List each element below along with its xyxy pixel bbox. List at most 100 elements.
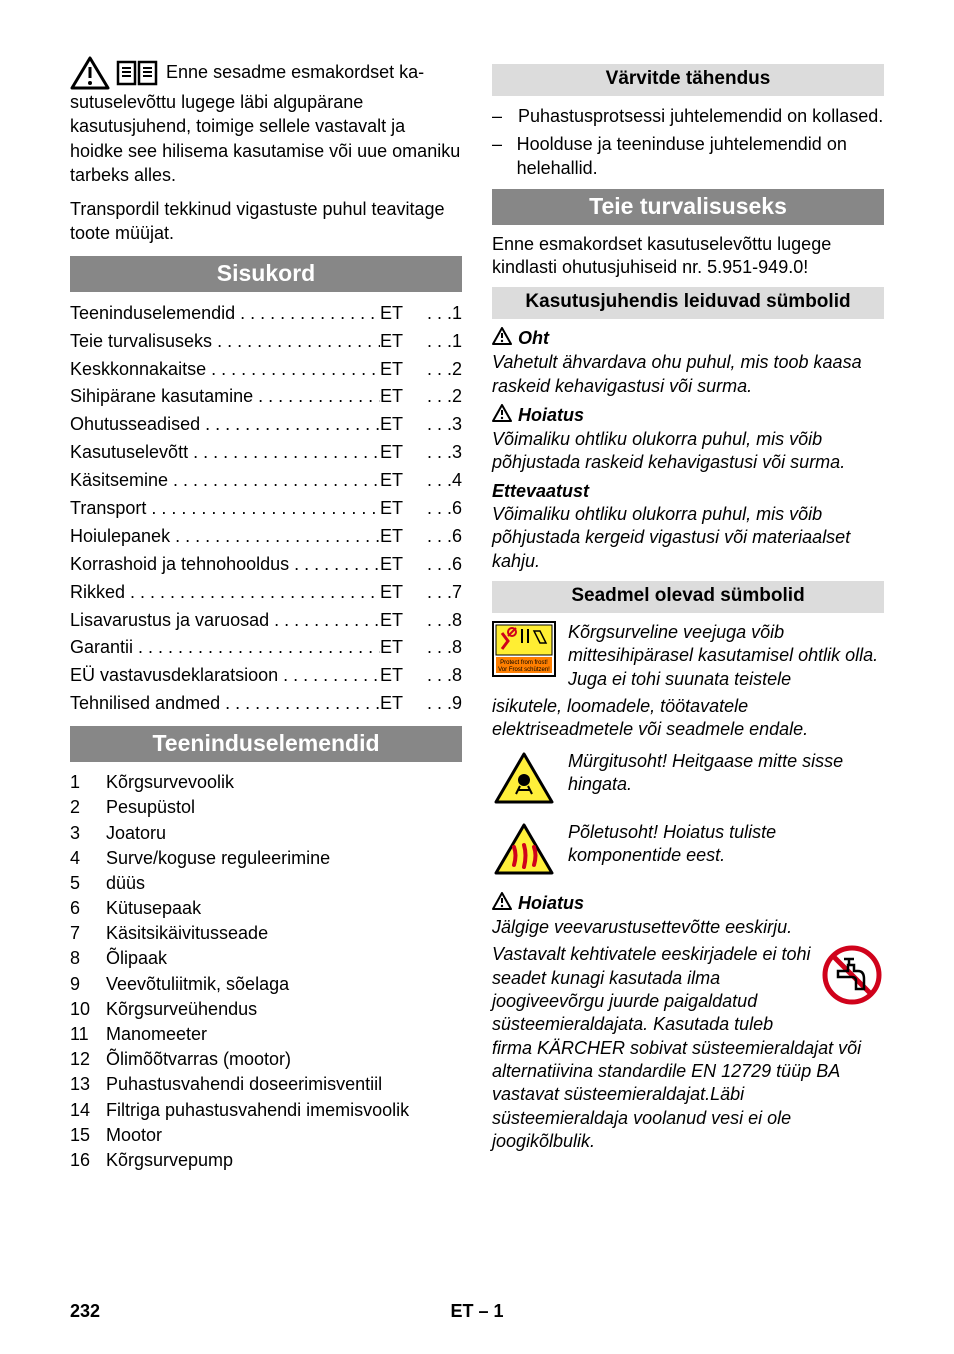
toc-label: Käsitsemine: [70, 467, 380, 495]
seadmel-symbolid-heading: Seadmel olevad sümbolid: [492, 581, 884, 613]
toc-et: ET: [380, 467, 416, 495]
symbol-group-label: Ettevaatust: [492, 481, 589, 502]
list-number: 12: [70, 1047, 92, 1072]
burn-warning-block: Põletusoht! Hoiatus tuliste komponentide…: [492, 821, 884, 882]
frost-warning-continue: isikutele, loomadele, töötavatele elektr…: [492, 695, 884, 742]
list-number: 4: [70, 846, 92, 871]
page-footer: 232 ET – 1: [70, 1301, 884, 1322]
frost-warning-text: Kõrgsurveline veejuga võib mittesihipära…: [568, 621, 884, 691]
safety-intro-text: Enne esmakordset kasutuselevõttu lugege …: [492, 233, 884, 280]
list-number: 14: [70, 1098, 92, 1123]
service-element-row: 5 düüs: [70, 871, 462, 896]
svg-text:Vor Frost schützen!: Vor Frost schützen!: [498, 667, 550, 673]
no-tap-icon: [822, 945, 882, 1011]
service-element-row: 14Filtriga puhastusvahendi imemisvoolik: [70, 1098, 462, 1123]
list-number: 9: [70, 972, 92, 997]
toc-row: KäsitsemineET. . .4: [70, 467, 462, 495]
list-number: 13: [70, 1072, 92, 1097]
symbol-group-body: Võimaliku ohtliku olukorra puhul, mis võ…: [492, 503, 884, 573]
toc-page: . . .6: [416, 551, 462, 579]
warning-triangle-icon: [492, 327, 512, 350]
toc-label: Hoiulepanek: [70, 523, 380, 551]
toc-et: ET: [380, 523, 416, 551]
toc-row: Tehnilised andmedET. . .9: [70, 690, 462, 718]
warning-triangle-icon: [492, 892, 512, 915]
toc-row: KeskkonnakaitseET. . .2: [70, 356, 462, 384]
frost-label-icon: Protect from frost! Vor Frost schützen!: [492, 621, 556, 682]
list-number: 3: [70, 821, 92, 846]
list-item-text: Puhastusvahendi doseerimisventiil: [106, 1072, 382, 1097]
toc-page: . . .3: [416, 439, 462, 467]
service-element-row: 10 Kõrgsurveühendus: [70, 997, 462, 1022]
toc-label: Teeninduselemendid: [70, 300, 380, 328]
symbol-group-body: Võimaliku ohtliku olukorra puhul, mis võ…: [492, 428, 884, 475]
svg-text:Protect from frost!: Protect from frost!: [500, 660, 548, 666]
toc-et: ET: [380, 634, 416, 662]
toc-page: . . .3: [416, 411, 462, 439]
dash-item-text: Puhastusprotsessi juhtelemendid on kolla…: [518, 104, 883, 128]
toc-label: Garantii: [70, 634, 380, 662]
service-element-row: 13 Puhastusvahendi doseerimisventiil: [70, 1072, 462, 1097]
poison-triangle-icon: [492, 750, 556, 811]
color-meaning-list: –Puhastusprotsessi juhtelemendid on koll…: [492, 104, 884, 181]
list-number: 5: [70, 871, 92, 896]
manual-symbols-groups: OhtVahetult ähvardava ohu puhul, mis too…: [492, 327, 884, 573]
toc-row: Sihipärane kasutamineET. . .2: [70, 383, 462, 411]
hoiatus2-p2: Vastavalt kehtivatele eeskirjadele ei to…: [492, 943, 884, 1154]
list-item-text: Kõrgsurvepump: [106, 1148, 233, 1173]
warning-triangle-icon: [492, 404, 512, 427]
toc-page: . . .6: [416, 495, 462, 523]
toc-row: Lisavarustus ja varuosadET. . .8: [70, 607, 462, 635]
toc-label: Kasutuselevõtt: [70, 439, 380, 467]
list-number: 1: [70, 770, 92, 795]
hoiatus2-p1: Jälgige veevarustusettevõtte eeskirju.: [492, 916, 884, 939]
toc-row: GarantiiET. . .8: [70, 634, 462, 662]
toc-row: EÜ vastavusdeklaratsioonET. . .8: [70, 662, 462, 690]
burn-warning-text: Põletusoht! Hoiatus tuliste komponentide…: [568, 821, 884, 868]
toc-label: Keskkonnakaitse: [70, 356, 380, 384]
list-number: 8: [70, 946, 92, 971]
toc-label: Sihipärane kasutamine: [70, 383, 380, 411]
toc-row: KasutuselevõttET. . .3: [70, 439, 462, 467]
hoiatus2-p2-text: Vastavalt kehtivatele eeskirjadele ei to…: [492, 944, 861, 1151]
hot-surface-triangle-icon: [492, 821, 556, 882]
list-number: 6: [70, 896, 92, 921]
toc-et: ET: [380, 300, 416, 328]
list-number: 15: [70, 1123, 92, 1148]
service-element-row: 16Kõrgsurvepump: [70, 1148, 462, 1173]
sisukord-heading: Sisukord: [70, 256, 462, 292]
right-column: Värvitde tähendus –Puhastusprotsessi juh…: [492, 56, 884, 1173]
toc-page: . . .7: [416, 579, 462, 607]
toc-page: . . .1: [416, 300, 462, 328]
toc-page: . . .8: [416, 662, 462, 690]
service-element-row: 15 Mootor: [70, 1123, 462, 1148]
service-element-row: 1 Kõrgsurvevoolik: [70, 770, 462, 795]
list-item-text: Pesupüstol: [106, 795, 195, 820]
toc-et: ET: [380, 579, 416, 607]
list-item-text: Surve/koguse reguleerimine: [106, 846, 330, 871]
dash-list-row: –Puhastusprotsessi juhtelemendid on koll…: [492, 104, 884, 128]
toc-row: RikkedET. . .7: [70, 579, 462, 607]
toc-et: ET: [380, 411, 416, 439]
service-elements-list: 1Kõrgsurvevoolik2Pesupüstol3Joatoru4Surv…: [70, 770, 462, 1173]
toc-page: . . .1: [416, 328, 462, 356]
toc-page: . . .4: [416, 467, 462, 495]
toc-et: ET: [380, 607, 416, 635]
toc-label: EÜ vastavusdeklaratsioon: [70, 662, 380, 690]
list-item-text: Kõrgsurveühendus: [106, 997, 257, 1022]
list-number: 10: [70, 997, 92, 1022]
list-item-text: Õlimõõtvarras (mootor): [106, 1047, 291, 1072]
toc-label: Korrashoid ja tehnohooldus: [70, 551, 380, 579]
toc-page: . . .2: [416, 383, 462, 411]
service-element-row: 4 Surve/koguse reguleerimine: [70, 846, 462, 871]
list-item-text: Mootor: [106, 1123, 162, 1148]
symbol-group-label: Hoiatus: [518, 405, 584, 426]
list-item-text: düüs: [106, 871, 145, 896]
toc-et: ET: [380, 495, 416, 523]
frost-warning-block: Protect from frost! Vor Frost schützen! …: [492, 621, 884, 691]
service-element-row: 8 Õlipaak: [70, 946, 462, 971]
varvitde-heading: Värvitde tähendus: [492, 64, 884, 96]
list-item-text: Õlipaak: [106, 946, 167, 971]
list-item-text: Kõrgsurvevoolik: [106, 770, 234, 795]
service-element-row: 7Käsitsikäivitusseade: [70, 921, 462, 946]
